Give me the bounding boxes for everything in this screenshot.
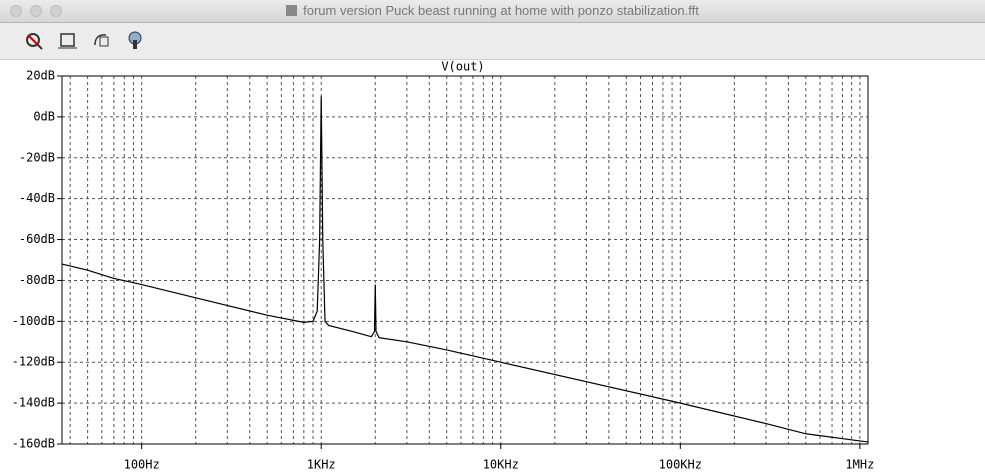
title-bar: forum version Puck beast running at home… [0,0,985,23]
x-tick-label: 1KHz [307,458,336,472]
y-tick-label: -60dB [19,232,55,246]
close-button[interactable] [10,5,22,17]
x-tick-label: 10KHz [483,458,519,472]
file-icon [286,5,298,16]
fit-icon[interactable] [58,33,77,49]
y-tick-label: -120dB [12,355,55,369]
toolbar-icons [26,31,142,50]
y-tick-label: -100dB [12,314,55,328]
y-tick-label: -80dB [19,273,55,287]
back-icon[interactable] [94,34,109,47]
y-tick-label: 20dB [26,69,55,83]
data-line [61,96,869,443]
minimize-button[interactable] [30,5,42,17]
chart-title: V(out) [441,60,484,74]
toolbar [0,23,985,60]
plot-frame [61,75,869,445]
y-tick-label: -20dB [19,150,55,164]
y-tick-label: -40dB [19,191,55,205]
x-tick-label: 100Hz [124,458,160,472]
x-tick-label: 1MHz [845,458,874,472]
x-tick-label: 100KHz [659,458,702,472]
zoom-button[interactable] [50,5,62,17]
zoom-icon[interactable] [26,33,43,50]
y-tick-label: 0dB [33,109,55,123]
y-tick-label: -140dB [12,396,55,410]
y-tick-label: -160dB [12,437,55,451]
probe-icon[interactable] [128,31,142,49]
window-title: forum version Puck beast running at home… [303,3,699,18]
